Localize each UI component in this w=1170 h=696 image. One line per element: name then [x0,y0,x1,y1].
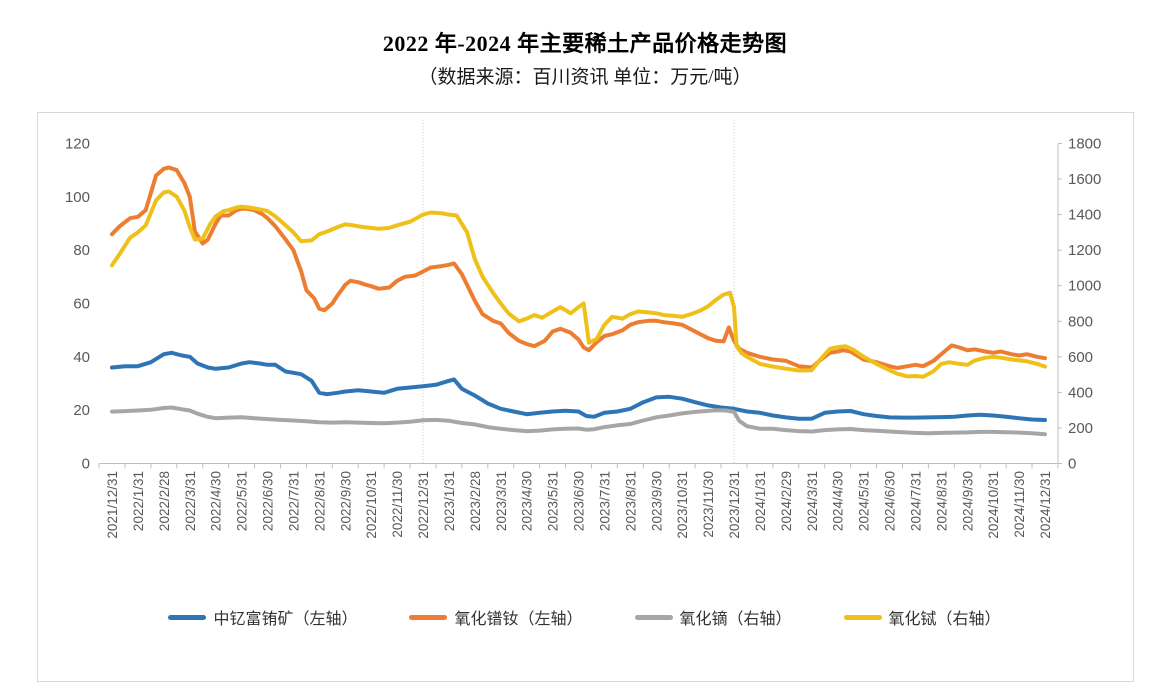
series-line-1 [110,165,1047,370]
legend-item-0: 中钇富铕矿（左轴） [168,605,357,629]
right-axis-tick-label: 1000 [1068,278,1101,295]
chart-subtitle: （数据来源：百川资讯 单位：万元/吨） [418,67,752,88]
x-axis-date-label: 2024/12/31 [1038,471,1053,539]
series-line-2 [110,405,1047,437]
x-axis-date-label: 2023/12/31 [727,471,742,539]
x-axis-date-label: 2024/2/29 [779,471,794,531]
x-axis-date-label: 2022/11/30 [390,471,405,538]
x-axis-date-label: 2023/9/30 [649,471,664,531]
x-axis-date-label: 2024/7/31 [908,471,923,531]
right-axis-tick-label: 200 [1068,420,1093,437]
left-axis-tick-label: 40 [73,349,90,366]
x-axis-date-label: 2023/3/31 [494,471,509,531]
legend-label: 中钇富铕矿（左轴） [213,611,358,628]
right-axis-tick-label: 0 [1068,456,1076,473]
right-axis-tick-label: 600 [1068,349,1093,366]
right-axis-tick-label: 1200 [1068,242,1101,259]
x-axis-date-label: 2022/8/31 [312,471,327,531]
x-axis-date-label: 2023/8/31 [623,471,638,531]
x-axis-date-label: 2022/6/30 [261,471,276,531]
left-axis-tick-label: 80 [73,242,90,259]
left-axis-tick-label: 60 [73,296,90,313]
x-axis-date-label: 2022/3/31 [183,471,198,531]
x-axis-date-label: 2024/5/31 [857,471,872,531]
x-axis-date-label: 2024/4/30 [831,471,846,531]
x-axis-date-label: 2023/6/30 [572,471,587,531]
chart-frame [37,112,1134,682]
legend-item-2: 氧化镝（右轴） [634,605,792,629]
legend-swatch-icon [409,614,448,620]
x-axis-date-label: 2023/2/28 [468,471,483,531]
x-axis-date-label: 2022/5/31 [235,471,250,531]
right-axis-tick-label: 1600 [1068,171,1101,188]
x-axis-date-label: 2023/7/31 [597,471,612,531]
right-axis-tick-label: 800 [1068,313,1093,330]
x-axis-date-label: 2022/1/31 [131,471,146,531]
series-line-0 [110,350,1047,422]
x-axis-date-label: 2024/10/31 [986,471,1001,539]
x-axis-date-label: 2024/6/30 [883,471,898,531]
legend-item-1: 氧化镨钕（左轴） [409,605,583,629]
left-axis-tick-label: 120 [65,136,90,153]
legend-label: 氧化铽（右轴） [888,611,1001,628]
x-axis-date-label: 2022/7/31 [286,471,301,531]
chart-legend: 中钇富铕矿（左轴） 氧化镨钕（左轴） 氧化镝（右轴） 氧化铽（右轴） [37,605,1132,629]
x-axis-date-label: 2024/3/31 [805,471,820,531]
legend-label: 氧化镨钕（左轴） [454,611,583,628]
legend-swatch-icon [634,614,673,620]
left-axis-tick-label: 0 [82,456,90,473]
legend-swatch-icon [168,614,207,620]
x-axis-date-label: 2022/9/30 [338,471,353,531]
x-axis-date-label: 2022/4/30 [209,471,224,531]
legend-swatch-icon [843,614,882,620]
right-axis-tick-label: 1800 [1068,136,1101,153]
x-axis-date-label: 2021/12/31 [105,471,120,539]
chart-title: 2022 年-2024 年主要稀土产品价格走势图 [382,31,788,56]
legend-label: 氧化镝（右轴） [679,611,792,628]
x-axis-date-label: 2024/9/30 [960,471,975,531]
x-axis-date-label: 2024/8/31 [934,471,949,531]
x-axis-date-label: 2024/11/30 [1012,471,1027,538]
x-axis-date-label: 2023/10/31 [675,471,690,539]
x-axis-date-label: 2022/2/28 [157,471,172,531]
x-axis-date-label: 2024/1/31 [753,471,768,531]
right-axis-tick-label: 400 [1068,384,1093,401]
x-axis-date-label: 2022/12/31 [416,471,431,539]
left-axis-tick-label: 20 [73,402,90,419]
legend-item-3: 氧化铽（右轴） [843,605,1001,629]
x-axis-date-label: 2023/5/31 [546,471,561,531]
left-axis-tick-label: 100 [65,189,90,206]
series-line-3 [110,189,1047,379]
x-axis-date-label: 2023/11/30 [701,471,716,538]
right-axis-tick-label: 1400 [1068,207,1101,224]
x-axis-date-label: 2023/1/31 [442,471,457,531]
x-axis-date-label: 2023/4/30 [520,471,535,531]
x-axis-date-label: 2022/10/31 [364,471,379,539]
